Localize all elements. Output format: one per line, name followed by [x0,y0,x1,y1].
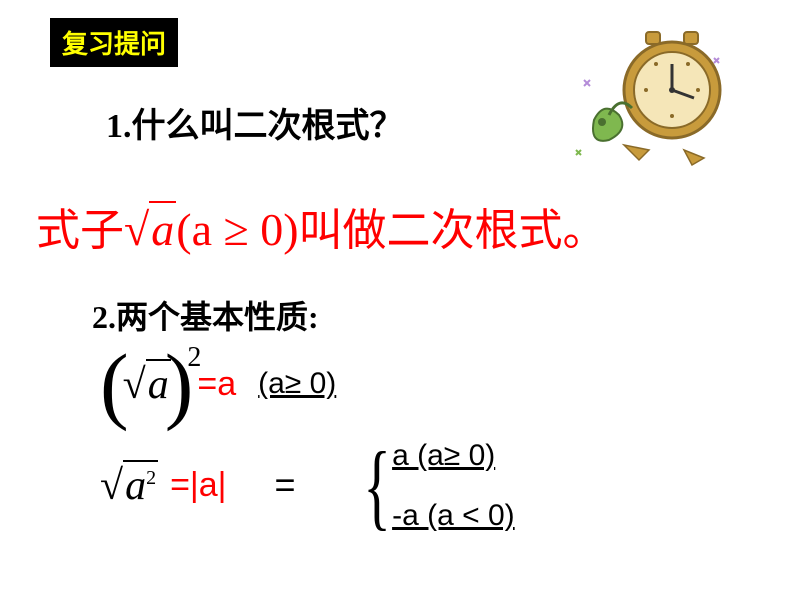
condition-1: (a≥ 0) [258,367,336,401]
case-1: a (a≥ 0) [392,439,515,473]
equals-brace: = [275,464,296,506]
question-1: 1.什么叫二次根式？ [106,98,404,147]
question-2-text: 2.两个基本性质: [92,299,319,335]
property-2: √a2 =|a| = [100,460,296,510]
property-1: ( √a ) 2 =a (a≥ 0) [100,350,336,419]
section-header: 复习提问 [50,18,178,67]
def-suffix: 叫做二次根式。 [299,194,607,258]
question-1-text: 1.什么叫二次根式？ [106,108,404,145]
clock-illustration [554,20,734,170]
section-header-label: 复习提问 [62,30,166,59]
sqrt-a-1: √a [123,359,171,409]
equals-abs-a: =|a| [170,466,226,505]
def-paren: (a ≥ 0) [176,203,298,256]
cases-brace: { a (a≥ 0) -a (a < 0) [354,438,515,534]
question-2: 2.两个基本性质: [92,292,319,338]
def-prefix: 式子 [36,194,124,258]
cases-content: a (a≥ 0) -a (a < 0) [392,439,515,533]
sqrt-a-squared: √a2 [100,460,158,510]
equals-a: =a [197,365,236,404]
exponent-2: 2 [187,342,201,374]
definition-line: 式子 √a (a ≥ 0) 叫做二次根式。 [36,194,607,258]
sqrt-symbol: √a [124,201,176,256]
case-2: -a (a < 0) [392,499,515,533]
left-brace-icon: { [363,438,391,534]
